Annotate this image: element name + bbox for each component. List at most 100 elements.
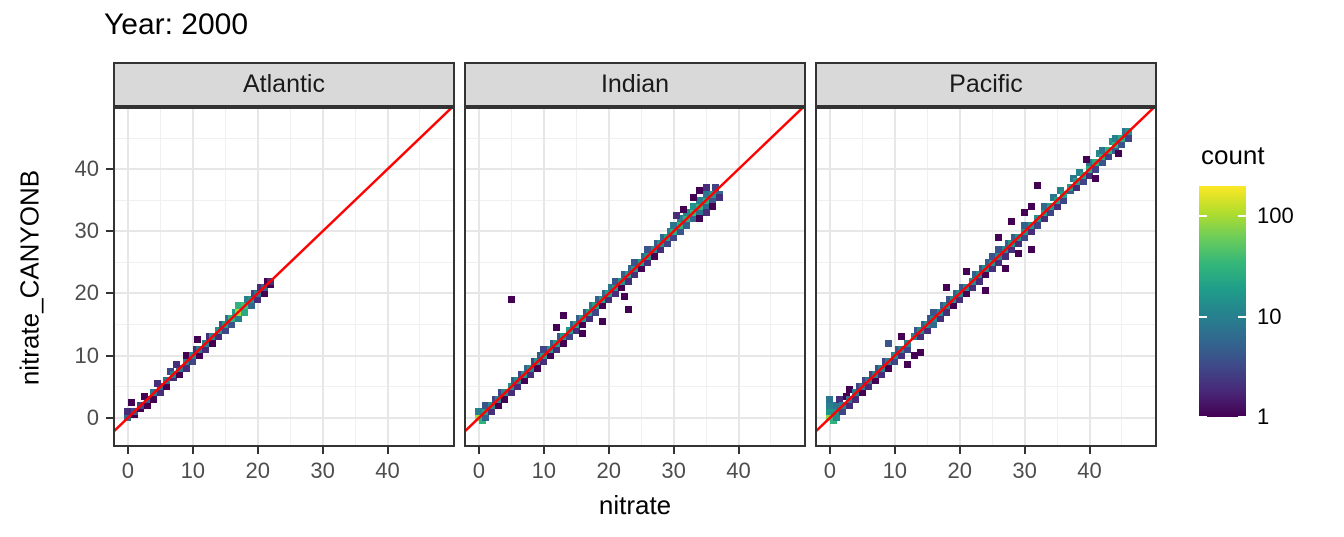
bin-cell <box>488 408 496 416</box>
x-tick-mark <box>958 447 961 454</box>
grid-line-minor <box>640 107 642 447</box>
y-tick-mark <box>106 230 113 233</box>
bin-cell <box>124 408 132 416</box>
x-tick-label: 40 <box>726 458 751 483</box>
bin-cell <box>969 283 977 291</box>
grid-line-minor <box>1056 107 1058 447</box>
bin-cell <box>995 258 1003 266</box>
grid-line-minor <box>861 107 863 447</box>
bin-cell <box>644 258 652 266</box>
bin-cell <box>598 302 606 310</box>
bin-cell <box>559 339 567 347</box>
bin-cell <box>871 376 879 384</box>
grid-line-minor <box>575 107 577 447</box>
bin-cell <box>673 212 681 220</box>
bin-cell <box>247 302 255 310</box>
bin-cell <box>631 258 639 266</box>
bin-cell <box>631 271 639 279</box>
bin-cell <box>1092 165 1100 173</box>
bin-cell <box>140 392 148 400</box>
bin-cell <box>670 234 678 242</box>
x-tick-mark <box>737 447 740 454</box>
bin-cell <box>689 193 697 201</box>
bin-cell <box>1021 234 1029 242</box>
bin-cell <box>702 202 710 210</box>
grid-line-minor <box>770 107 772 447</box>
bin-cell <box>982 286 990 294</box>
bin-cell <box>1060 196 1068 204</box>
x-tick-label: 30 <box>1012 458 1037 483</box>
bin-cell <box>1040 215 1048 223</box>
bin-cell <box>878 370 886 378</box>
bin-cell <box>605 296 613 304</box>
panel-atlantic <box>113 107 455 447</box>
bin-cell <box>618 283 626 291</box>
bin-cell <box>1092 174 1100 182</box>
bin-cell <box>540 358 548 366</box>
grid-line-minor <box>815 324 1157 326</box>
bin-cell <box>585 314 593 322</box>
grid-line-minor <box>926 107 928 447</box>
grid-line-minor <box>464 199 806 201</box>
y-tick-label: 30 <box>74 218 99 244</box>
bin-cell <box>1086 171 1093 179</box>
x-tick-mark <box>477 447 480 454</box>
bin-cell <box>709 202 717 210</box>
grid-line-major <box>113 354 455 357</box>
bin-cell <box>153 380 161 388</box>
facet-strip-label: Atlantic <box>243 70 325 98</box>
bin-cell <box>1027 246 1035 254</box>
facet-strip: Atlantic <box>113 62 455 107</box>
grid-line-major <box>464 230 806 233</box>
bin-cell <box>1034 182 1042 190</box>
grid-line-minor <box>419 107 421 447</box>
grid-line-major <box>828 107 831 447</box>
x-tick-label: 10 <box>882 458 908 483</box>
bin-cell <box>215 333 223 341</box>
grid-line-minor <box>510 107 512 447</box>
x-tick-mark <box>607 447 610 454</box>
bin-cell <box>1111 134 1119 142</box>
bin-cell <box>507 389 515 397</box>
grid-line-minor <box>991 107 993 447</box>
bin-cell <box>904 361 912 369</box>
bin-cell <box>956 296 964 304</box>
bin-cell <box>683 221 691 229</box>
bin-cell <box>1105 153 1113 161</box>
x-tick-label: 40 <box>1077 458 1102 483</box>
legend-title: count <box>1201 140 1265 170</box>
legend-tick-label: 10 <box>1257 303 1282 329</box>
grid-line-major <box>113 292 455 295</box>
bin-cell <box>182 352 190 360</box>
bin-cell <box>826 401 834 409</box>
grid-line-minor <box>815 386 1157 388</box>
bin-cell <box>572 327 580 335</box>
grid-line-major <box>113 416 455 419</box>
bin-cell <box>150 395 158 403</box>
bin-cell <box>637 265 645 273</box>
grid-line-major <box>256 107 259 447</box>
panel-pacific <box>815 107 1157 447</box>
grid-line-major <box>815 168 1157 171</box>
bin-cell <box>917 333 925 341</box>
bin-cell <box>891 358 899 366</box>
bin-cell <box>1118 140 1126 148</box>
grid-line-minor <box>113 137 455 139</box>
bin-cell <box>494 401 502 409</box>
x-tick-label: 30 <box>661 458 686 483</box>
bin-cell <box>657 246 665 254</box>
bin-cell <box>1073 184 1081 192</box>
bin-cell <box>193 335 201 343</box>
x-tick-mark <box>191 447 194 454</box>
bin-cell <box>910 352 918 360</box>
bin-cell <box>897 333 905 341</box>
bin-cell <box>852 395 860 403</box>
bin-cell <box>1098 159 1106 167</box>
grid-line-major <box>893 107 896 447</box>
grid-line-minor <box>464 137 806 139</box>
grid-line-minor <box>464 386 806 388</box>
bin-cell <box>501 395 509 403</box>
bin-cell <box>1040 202 1048 210</box>
bin-cell <box>559 311 567 319</box>
bin-cell <box>949 302 957 310</box>
